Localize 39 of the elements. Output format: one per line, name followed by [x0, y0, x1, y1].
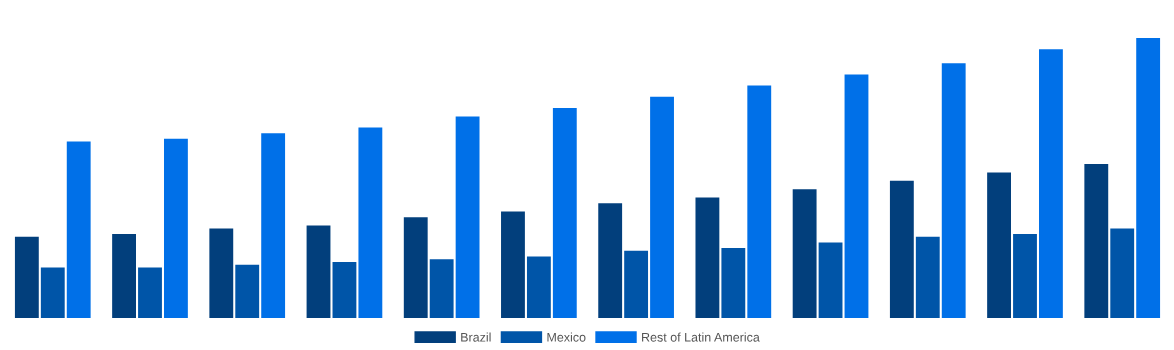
bar [261, 133, 286, 318]
bar [358, 127, 383, 318]
bar [112, 234, 136, 318]
bar [1084, 164, 1109, 318]
bar [164, 138, 188, 318]
bar [915, 236, 940, 318]
bar [987, 172, 1011, 318]
bar [235, 264, 260, 318]
legend-label: Rest of Latin America [642, 332, 760, 342]
bar [332, 262, 357, 318]
bar [455, 116, 480, 318]
bar [818, 242, 843, 318]
bar [624, 250, 649, 318]
bar [66, 141, 91, 318]
bar [747, 85, 772, 318]
bar [429, 259, 454, 318]
bar [1039, 49, 1063, 318]
legend-label: Brazil [461, 332, 491, 342]
bar [650, 96, 674, 318]
bar [14, 236, 39, 318]
bar [552, 108, 577, 318]
bar [721, 248, 746, 318]
bar [403, 217, 428, 318]
bar [792, 189, 817, 318]
bar [526, 256, 551, 318]
bar [40, 267, 65, 318]
bar [1013, 234, 1037, 318]
bar [695, 197, 720, 318]
legend-label: Mexico [547, 332, 586, 342]
bar [844, 74, 869, 318]
bar [1110, 228, 1135, 318]
bar [138, 267, 162, 318]
bar [598, 203, 623, 318]
bar [889, 180, 914, 318]
bar [941, 63, 966, 318]
bar [209, 228, 234, 318]
bar [501, 211, 525, 318]
bar [1136, 38, 1161, 318]
bar [306, 225, 331, 318]
